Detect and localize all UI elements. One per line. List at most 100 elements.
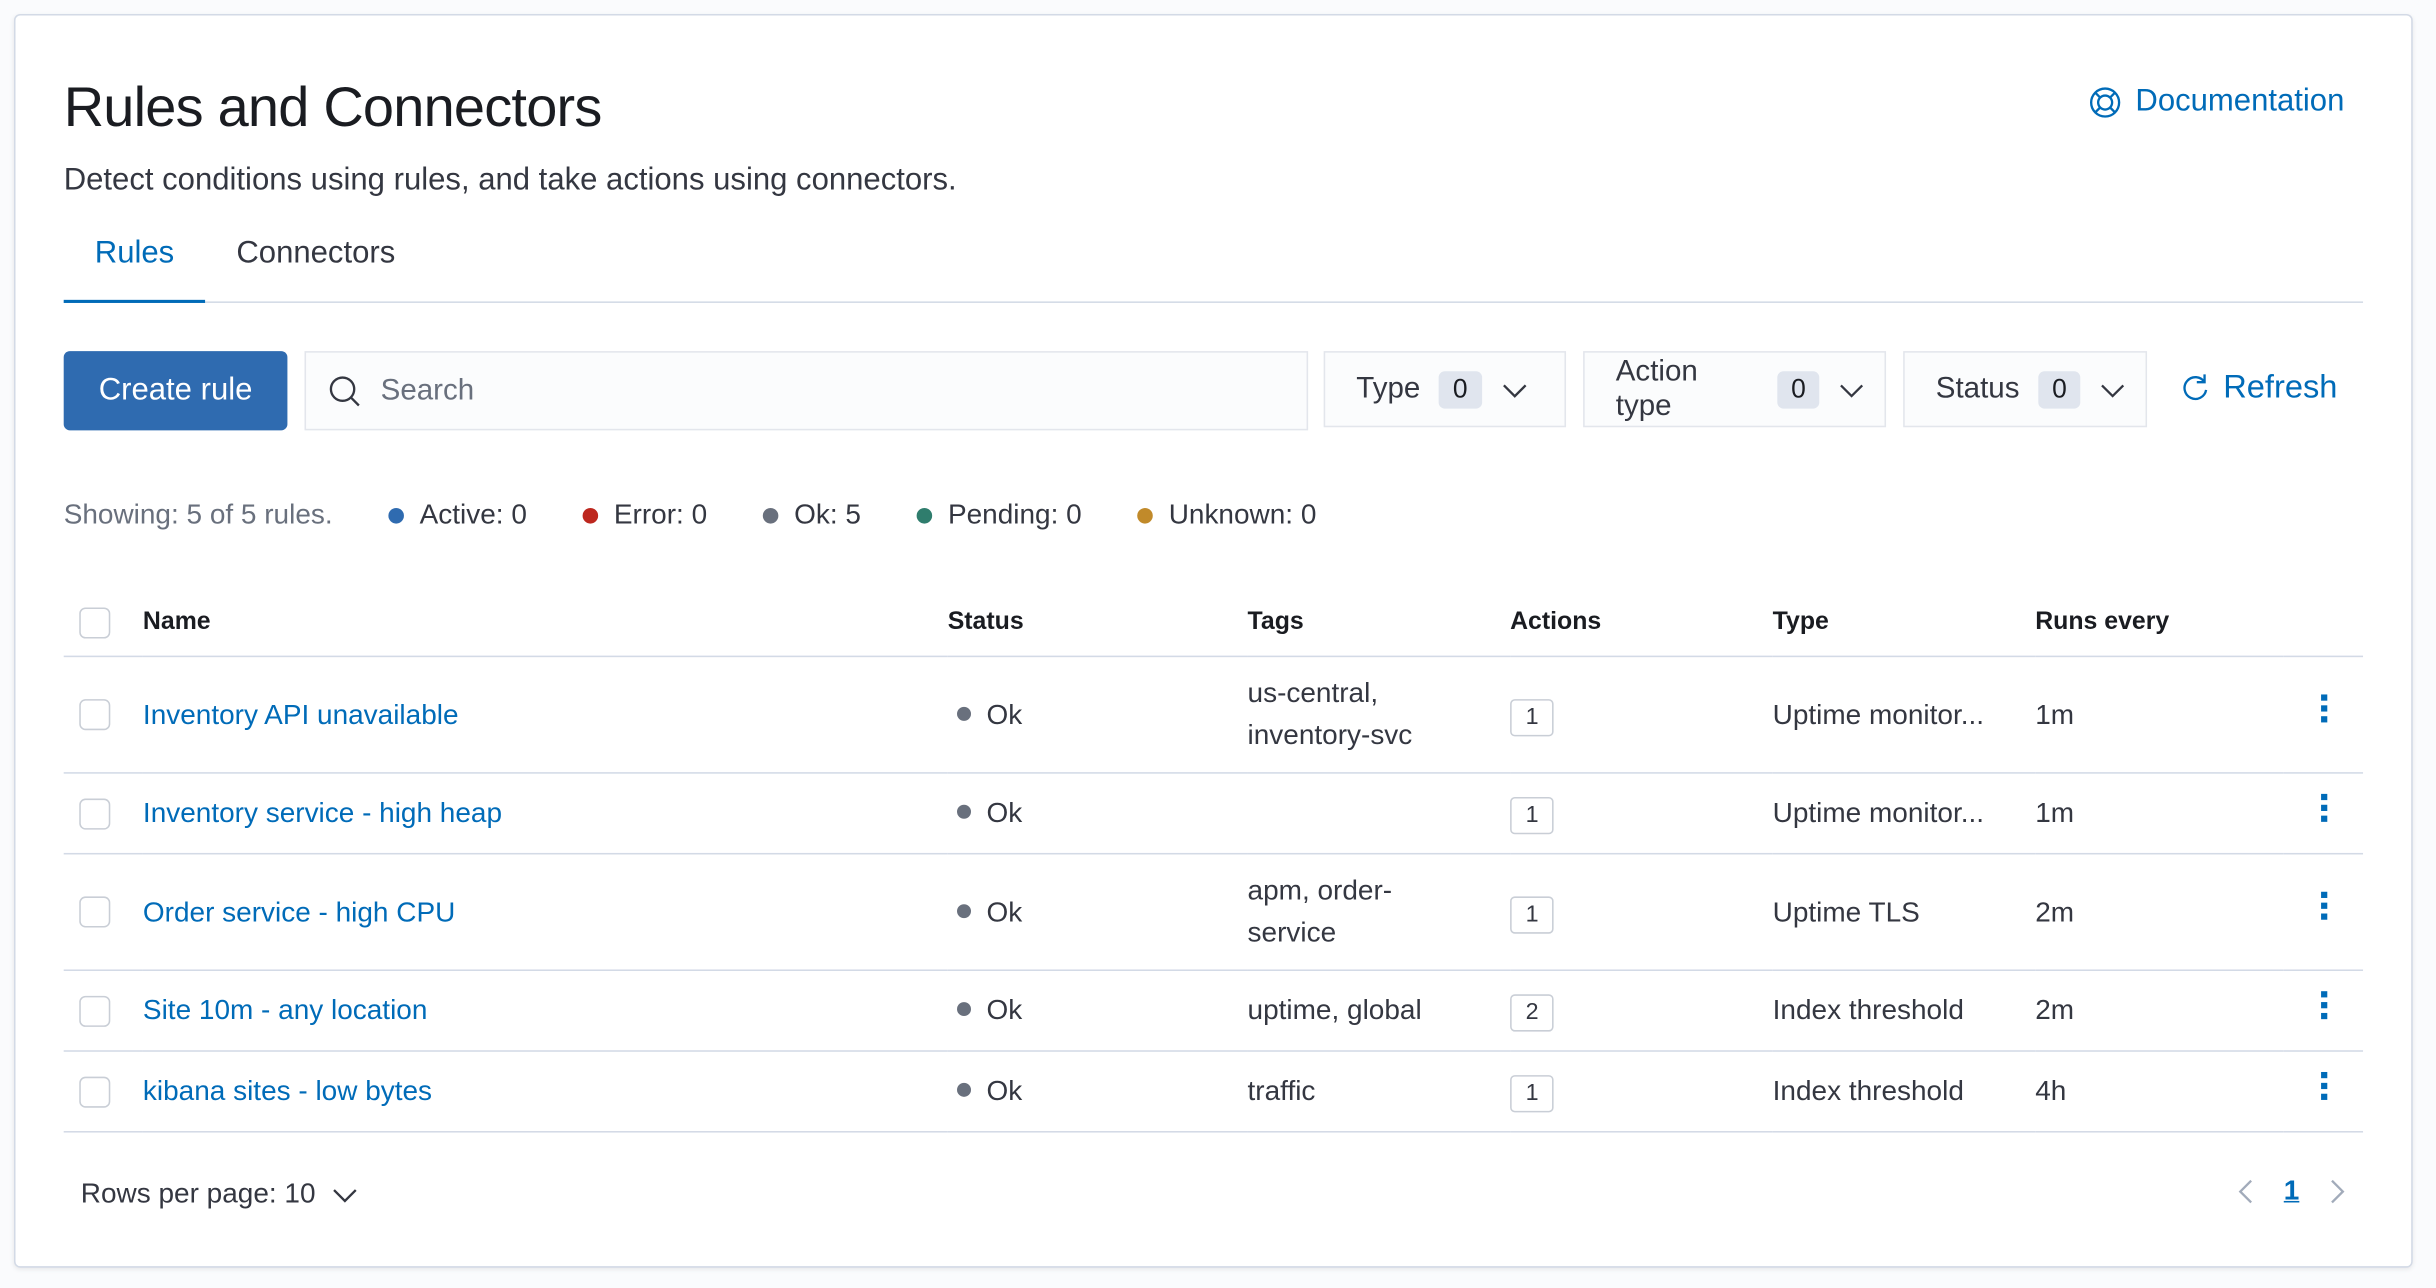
- rule-status: Ok: [986, 796, 1023, 829]
- status-dot: [1137, 507, 1154, 523]
- column-header-status[interactable]: Status: [947, 590, 1248, 658]
- stat-label: Unknown: 0: [1168, 498, 1317, 530]
- search-icon: [329, 375, 360, 406]
- status-dot: [957, 804, 971, 819]
- stat-ok: Ok: 5: [763, 499, 861, 532]
- status-dot: [916, 507, 933, 523]
- row-actions-menu[interactable]: [2283, 656, 2364, 774]
- more-vertical-icon: [2320, 990, 2327, 1019]
- status-dot: [957, 1082, 971, 1097]
- tab-connectors[interactable]: Connectors: [236, 236, 396, 271]
- pagination: 1: [2237, 1175, 2346, 1208]
- action-type-filter[interactable]: Action type 0: [1583, 351, 1887, 428]
- more-vertical-icon: [2320, 793, 2327, 822]
- status-filter[interactable]: Status 0: [1903, 351, 2148, 428]
- column-header-runs-every[interactable]: Runs every: [2035, 590, 2284, 658]
- actions-count-badge: 1: [1510, 796, 1555, 835]
- page-subtitle: Detect conditions using rules, and take …: [63, 163, 957, 198]
- filter-label: Action type: [1615, 354, 1698, 422]
- chevron-left-icon[interactable]: [2237, 1177, 2256, 1205]
- status-dot: [957, 1002, 971, 1017]
- rule-status: Ok: [986, 994, 1023, 1026]
- column-header-actions[interactable]: Actions: [1510, 590, 1773, 658]
- row-checkbox[interactable]: [79, 1075, 111, 1107]
- tag-text: us-central,: [1247, 677, 1379, 709]
- rule-name-link[interactable]: Inventory API unavailable: [142, 698, 459, 730]
- chevron-down-icon: [2101, 383, 2125, 397]
- rule-type: Uptime monitor...: [1772, 656, 2036, 774]
- rule-status: Ok: [986, 895, 1023, 927]
- row-actions-menu[interactable]: [2283, 1051, 2364, 1133]
- column-header-type[interactable]: Type: [1772, 590, 2036, 658]
- actions-count-badge: 1: [1510, 1075, 1555, 1113]
- page-1-button[interactable]: 1: [2283, 1174, 2300, 1206]
- rule-interval: 1m: [2035, 772, 2284, 855]
- rule-tags: apm, order-service: [1247, 853, 1511, 971]
- rule-name-link[interactable]: Inventory service - high heap: [142, 796, 503, 829]
- table-row: Order service - high CPU Ok apm, order-s…: [63, 853, 2364, 971]
- tag-text: inventory-svc: [1247, 719, 1413, 751]
- stat-label: Active: 0: [419, 498, 527, 530]
- refresh-label: Refresh: [2223, 369, 2338, 406]
- stat-pending: Pending: 0: [916, 498, 1082, 532]
- rule-interval: 2m: [2035, 970, 2284, 1052]
- tag-text: apm, order-: [1247, 874, 1393, 906]
- actions-count-badge: 1: [1510, 895, 1555, 933]
- stat-unknown: Unknown: 0: [1137, 498, 1317, 532]
- chevron-right-icon[interactable]: [2327, 1177, 2346, 1205]
- row-checkbox[interactable]: [79, 896, 111, 928]
- stat-label: Ok: 5: [794, 498, 861, 530]
- tab-bar: Rules Connectors: [63, 233, 2364, 303]
- row-actions-menu[interactable]: [2283, 853, 2364, 971]
- filter-count-badge: 0: [2038, 370, 2081, 408]
- stat-error: Error: 0: [582, 499, 707, 532]
- actions-count-badge: 2: [1510, 994, 1555, 1032]
- search-input[interactable]: [377, 372, 1254, 410]
- refresh-button[interactable]: Refresh: [2183, 369, 2338, 407]
- tag-text: traffic: [1247, 1075, 1316, 1107]
- table-row: Inventory API unavailable Ok us-central,…: [63, 656, 2364, 774]
- rule-name-link[interactable]: Order service - high CPU: [142, 895, 456, 927]
- rule-type: Index threshold: [1772, 970, 2036, 1052]
- documentation-label: Documentation: [2135, 83, 2345, 119]
- row-checkbox[interactable]: [79, 797, 111, 829]
- rule-tags: [1247, 772, 1511, 855]
- chevron-down-icon: [1840, 383, 1864, 397]
- table-row: Site 10m - any location Ok uptime, globa…: [63, 970, 2364, 1052]
- type-filter[interactable]: Type 0: [1323, 351, 1567, 428]
- stat-label: Pending: 0: [947, 498, 1082, 530]
- row-actions-menu[interactable]: [2283, 970, 2364, 1052]
- tag-text: service: [1247, 916, 1337, 948]
- rule-type: Index threshold: [1772, 1051, 2036, 1133]
- tab-rules[interactable]: Rules: [63, 233, 206, 303]
- column-header-name[interactable]: Name: [142, 590, 948, 658]
- tag-text: uptime, global: [1247, 994, 1422, 1026]
- stat-active: Active: 0: [388, 498, 527, 532]
- select-all-checkbox[interactable]: [79, 607, 111, 639]
- rows-per-page-select[interactable]: Rows per page: 10: [81, 1178, 359, 1211]
- row-checkbox[interactable]: [79, 995, 111, 1027]
- create-rule-button[interactable]: Create rule: [63, 351, 288, 431]
- table-row: Inventory service - high heap Ok 1 Uptim…: [63, 772, 2364, 855]
- column-header-tags[interactable]: Tags: [1247, 590, 1511, 658]
- rows-per-page-label: Rows per page: 10: [80, 1177, 316, 1209]
- chevron-down-icon: [333, 1188, 357, 1202]
- status-dot: [763, 507, 779, 523]
- rule-status: Ok: [986, 1075, 1023, 1107]
- rule-interval: 2m: [2035, 853, 2284, 971]
- rule-stats: Showing: 5 of 5 rules. Active: 0 Error: …: [64, 499, 1373, 532]
- row-actions-menu[interactable]: [2283, 772, 2364, 855]
- row-checkbox[interactable]: [79, 699, 111, 731]
- filter-count-badge: 0: [1777, 370, 1820, 408]
- rule-status: Ok: [986, 698, 1023, 730]
- rule-type: Uptime monitor...: [1772, 772, 2036, 855]
- documentation-link[interactable]: Documentation: [2089, 83, 2345, 120]
- filter-label: Type: [1356, 372, 1421, 405]
- search-box: [304, 351, 1309, 431]
- filter-label: Status: [1935, 372, 2020, 405]
- status-dot: [582, 507, 599, 523]
- showing-count: Showing: 5 of 5 rules.: [63, 498, 333, 530]
- rule-name-link[interactable]: kibana sites - low bytes: [142, 1075, 433, 1107]
- more-vertical-icon: [2320, 694, 2327, 723]
- rule-name-link[interactable]: Site 10m - any location: [142, 994, 428, 1026]
